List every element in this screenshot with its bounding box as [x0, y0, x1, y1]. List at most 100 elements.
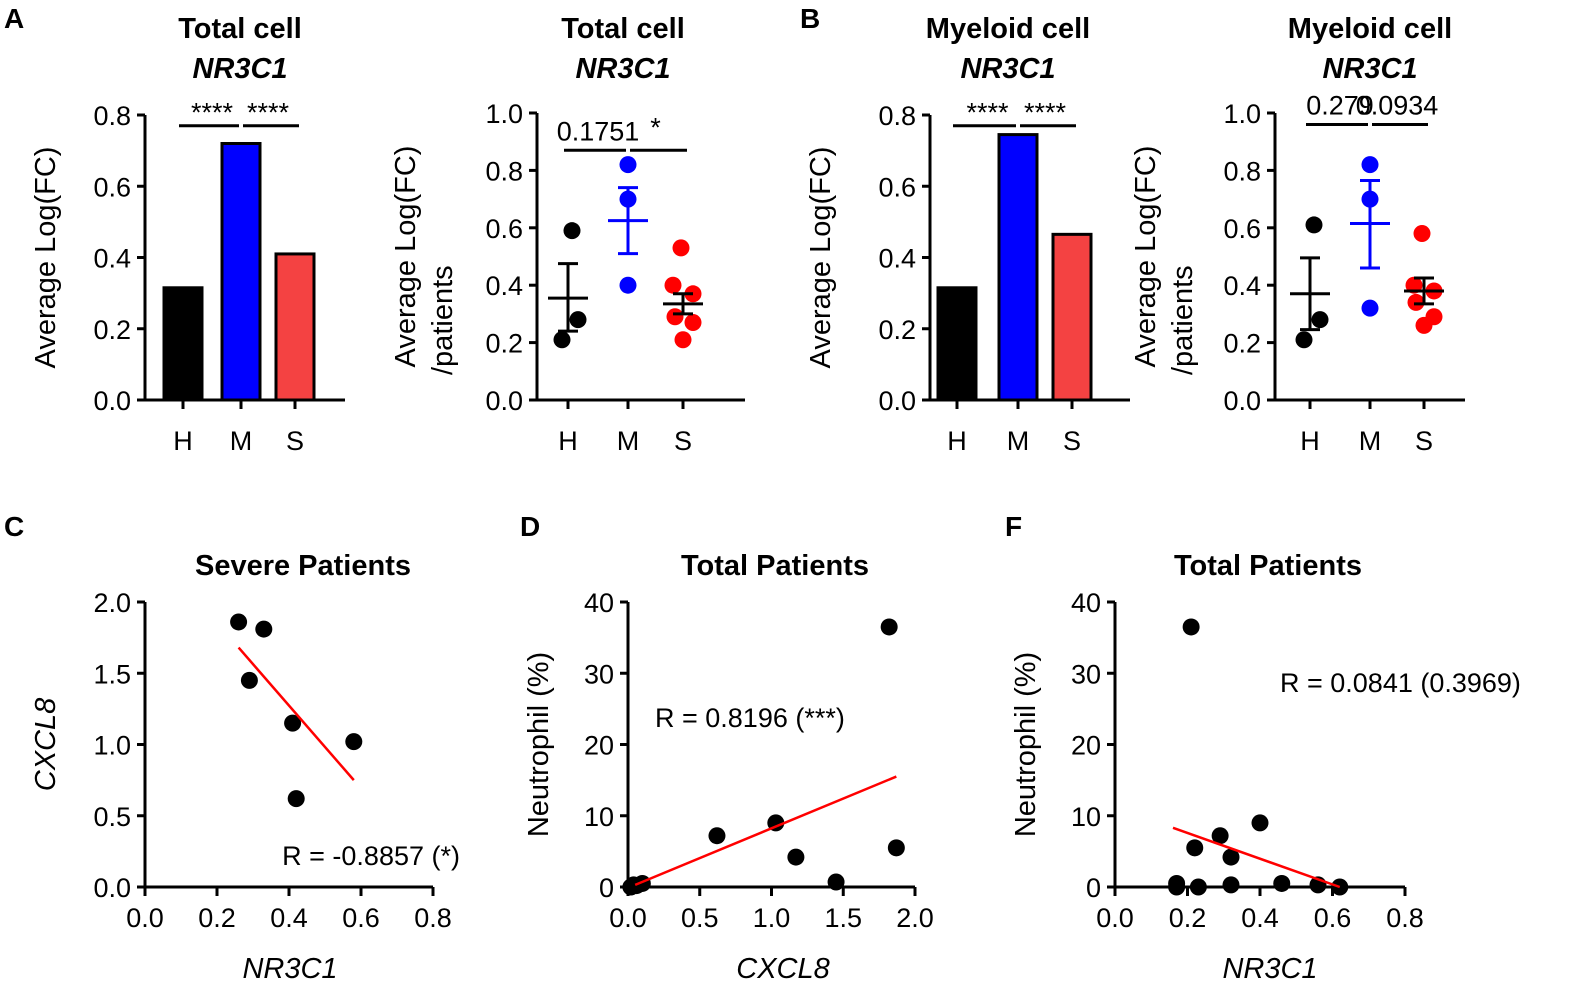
y-tick-label: 1.0 — [485, 99, 523, 129]
y-tick-label: 0.4 — [878, 244, 916, 274]
significance-label: 0.279 — [1306, 90, 1374, 120]
significance-label: 0.0934 — [1356, 90, 1439, 120]
y-tick-label: 0.6 — [485, 214, 523, 244]
y-tick-label: 0.5 — [93, 802, 131, 832]
data-point-H — [1311, 311, 1329, 329]
chart-title: Total cell — [178, 13, 302, 45]
data-point-S — [672, 239, 690, 257]
y-tick-label: 0.8 — [93, 101, 131, 131]
panel-letter-a: A — [4, 3, 24, 34]
chart-subtitle: NR3C1 — [1322, 53, 1417, 85]
y-tick-label: 40 — [584, 588, 614, 618]
bar-H — [162, 286, 204, 402]
chart-c-4: Severe Patients 0.0 0.5 1.0 1.5 2.0 CXCL8 0.0 0.… — [30, 550, 460, 985]
y-axis-label: Average Log(FC) — [30, 147, 62, 369]
y-axis-label-line2: /patients — [1167, 265, 1199, 375]
x-tick-label: 0.6 — [1314, 903, 1352, 933]
data-point — [1273, 874, 1291, 892]
y-tick-label: 30 — [584, 659, 614, 689]
y-tick-label: 30 — [1071, 659, 1101, 689]
y-tick-label: 0.0 — [878, 386, 916, 416]
y-axis-label-line2: /patients — [427, 265, 459, 375]
x-tick-label: M — [230, 426, 253, 456]
significance-label: * — [650, 112, 661, 142]
y-tick-label: 10 — [1071, 802, 1101, 832]
x-tick-label: 0.0 — [609, 903, 647, 933]
y-tick-label: 10 — [584, 802, 614, 832]
x-axis-label: NR3C1 — [1222, 953, 1317, 985]
data-point — [708, 827, 726, 845]
bar-M — [997, 133, 1039, 402]
data-point-H — [1295, 331, 1313, 349]
y-axis-label: CXCL8 — [30, 698, 62, 792]
x-tick-label: 0.8 — [1386, 903, 1424, 933]
x-tick-label: M — [1007, 426, 1030, 456]
y-tick-label: 1.0 — [93, 731, 131, 761]
y-tick-label: 0.0 — [485, 386, 523, 416]
bar-S — [1051, 232, 1093, 402]
bar-H — [936, 286, 978, 402]
x-tick-label: 0.5 — [681, 903, 719, 933]
data-point — [1189, 878, 1207, 896]
data-point — [255, 620, 273, 638]
x-tick-label: S — [286, 426, 304, 456]
data-point — [284, 714, 302, 732]
data-point — [827, 873, 845, 891]
y-axis-label: Average Log(FC) — [805, 147, 837, 369]
data-point-H — [569, 311, 587, 329]
x-tick-label: 0.0 — [1096, 903, 1134, 933]
data-point-M — [619, 276, 637, 294]
data-point-H — [563, 222, 581, 240]
y-tick-label: 0 — [1086, 873, 1101, 903]
x-tick-label: 0.4 — [1241, 903, 1279, 933]
y-tick-label: 0.2 — [485, 329, 523, 359]
data-point-S — [684, 314, 702, 332]
x-tick-label: 1.5 — [824, 903, 862, 933]
data-point — [1222, 848, 1240, 866]
y-tick-label: 20 — [584, 731, 614, 761]
significance-label: **** — [191, 98, 234, 128]
y-axis-label: Neutrophil (%) — [523, 652, 555, 837]
y-tick-label: 0 — [599, 873, 614, 903]
y-tick-label: 1.0 — [1223, 99, 1261, 129]
chart-b-2: Myeloid cell NR3C1 0.0 0.2 0.4 0.6 0.8 Average … — [805, 13, 1130, 456]
data-point — [1186, 839, 1204, 857]
chart-a-1: Total cell NR3C1 0.0 0.2 0.4 0.6 0.8 1.0 Average… — [390, 13, 745, 456]
y-tick-label: 0.6 — [1223, 214, 1261, 244]
chart-title: Total Patients — [681, 550, 869, 582]
panel-letter-d: D — [520, 511, 540, 542]
x-tick-label: 0.2 — [1169, 903, 1207, 933]
y-tick-label: 1.5 — [93, 659, 131, 689]
y-tick-label: 0.0 — [1223, 386, 1261, 416]
x-tick-label: 0.6 — [342, 903, 380, 933]
chart-subtitle: NR3C1 — [192, 53, 287, 85]
y-tick-label: 0.4 — [1223, 271, 1261, 301]
chart-a-0: Total cell NR3C1 0.0 0.2 0.4 0.6 0.8 Average Lo… — [30, 13, 345, 456]
x-tick-label: S — [1415, 426, 1433, 456]
x-tick-label: 1.0 — [753, 903, 791, 933]
y-tick-label: 0.0 — [93, 386, 131, 416]
x-axis-label: CXCL8 — [736, 953, 830, 985]
x-tick-label: H — [947, 426, 967, 456]
data-point — [880, 618, 898, 636]
chart-title: Myeloid cell — [1288, 13, 1452, 45]
y-tick-label: 0.6 — [93, 172, 131, 202]
y-tick-label: 0.8 — [878, 101, 916, 131]
chart-d-5: Total Patients 0 10 20 30 40 Neutrophil (%) 0.0… — [523, 550, 934, 985]
y-tick-label: 0.2 — [1223, 329, 1261, 359]
data-point — [345, 733, 363, 751]
chart-title: Myeloid cell — [926, 13, 1090, 45]
data-point-S — [674, 331, 692, 349]
regression-line — [634, 775, 897, 887]
x-tick-label: S — [1063, 426, 1081, 456]
chart-title: Total Patients — [1174, 550, 1362, 582]
y-tick-label: 0.8 — [485, 156, 523, 186]
y-tick-label: 20 — [1071, 731, 1101, 761]
chart-subtitle: NR3C1 — [960, 53, 1055, 85]
data-point — [287, 790, 305, 808]
chart-f-6: Total Patients 0 10 20 30 40 Neutrophil (%) 0.0… — [1010, 550, 1521, 985]
data-point-M — [1361, 156, 1379, 174]
y-axis-label: Neutrophil (%) — [1010, 652, 1042, 837]
data-point — [1222, 876, 1240, 894]
